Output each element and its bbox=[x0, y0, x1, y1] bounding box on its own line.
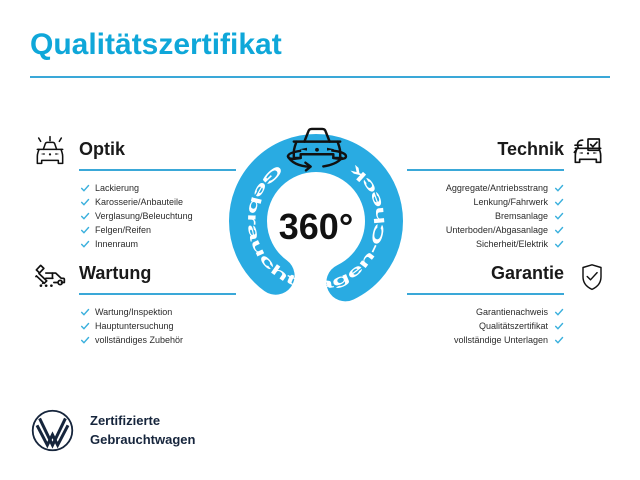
svg-text:360°: 360° bbox=[279, 206, 353, 247]
